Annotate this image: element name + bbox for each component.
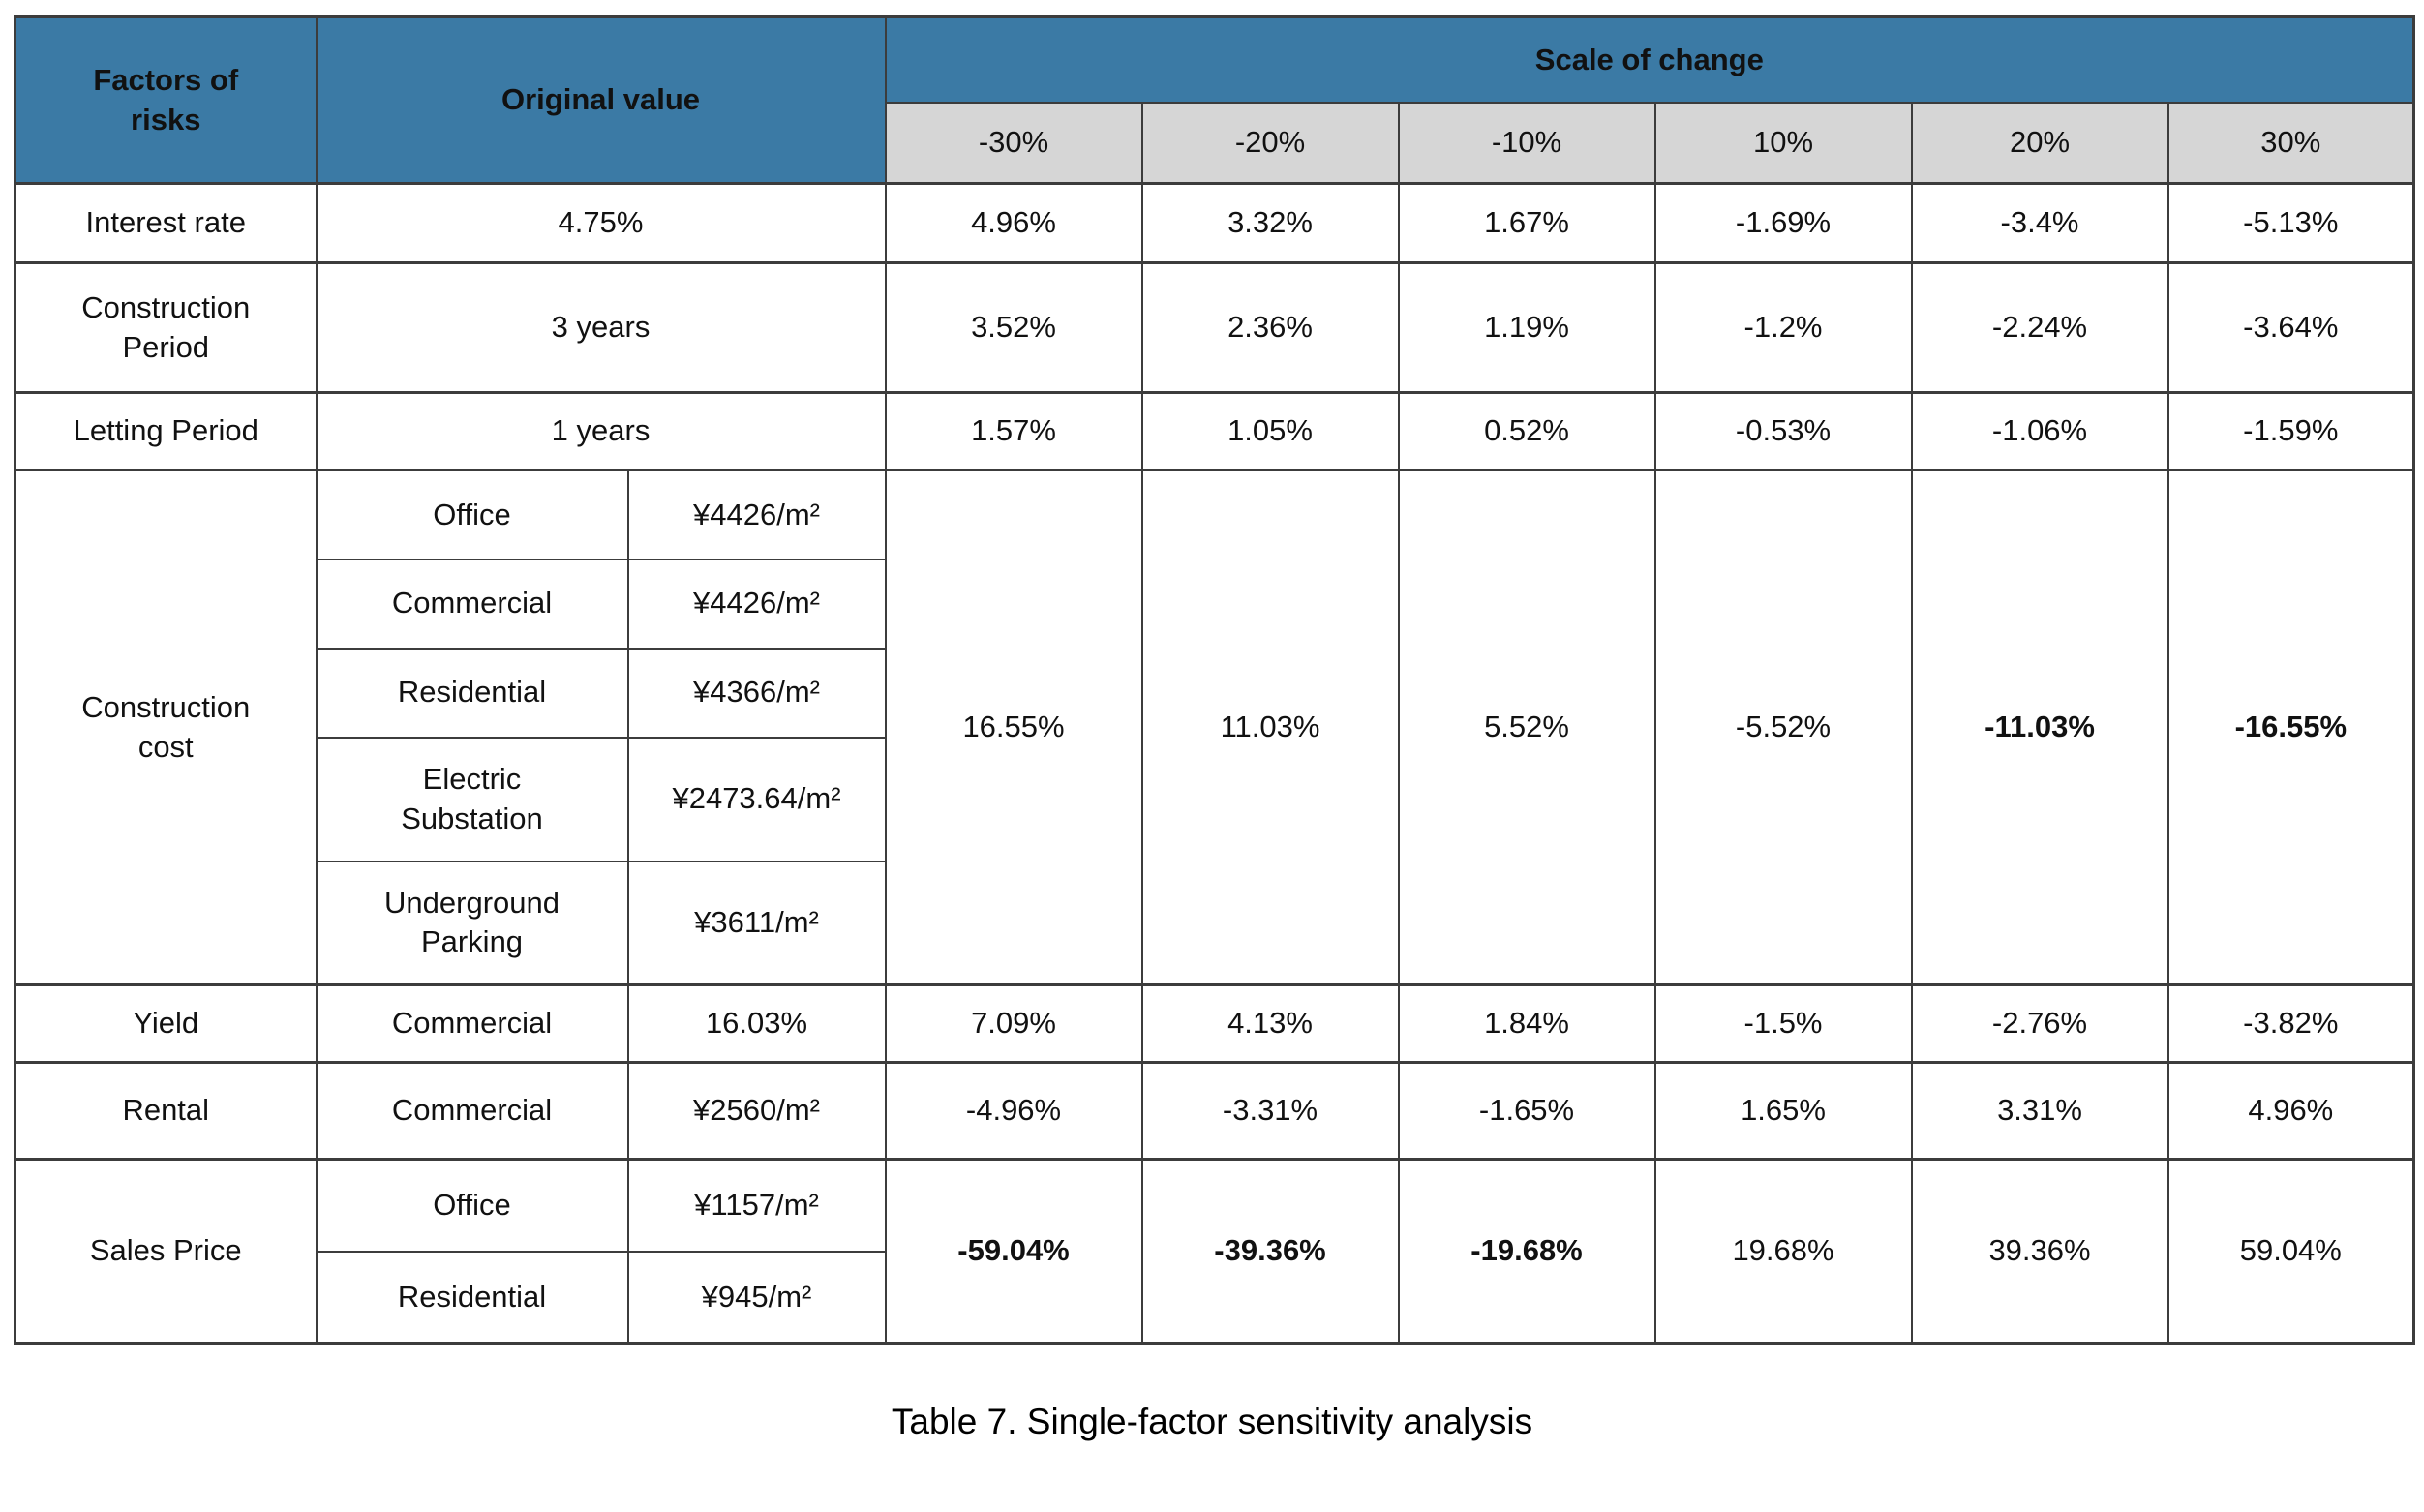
value-cell: 1.57% — [884, 391, 1143, 471]
row-yield: Yield Commercial 16.03% 7.09% 4.13% 1.84… — [14, 983, 2415, 1064]
value-cell: -0.53% — [1653, 391, 1913, 471]
header-scale-minus-20: -20% — [1140, 101, 1400, 185]
original-value-cell: ¥2473.64/m² — [626, 736, 887, 862]
header-scale-plus-10: 10% — [1653, 101, 1913, 185]
value-cell: -1.2% — [1653, 261, 1913, 394]
value-cell: 4.13% — [1140, 983, 1400, 1064]
value-cell: -4.96% — [884, 1061, 1143, 1161]
value-cell: 19.68% — [1653, 1158, 1913, 1345]
factor-cell: Sales Price — [14, 1158, 318, 1345]
factor-cell: Rental — [14, 1061, 318, 1161]
value-cell: -2.76% — [1910, 983, 2169, 1064]
factor-cell: Interest rate — [14, 182, 318, 264]
original-value-cell: 3 years — [315, 261, 887, 394]
factor-cell: Yield — [14, 983, 318, 1064]
category-cell: Office — [315, 1158, 629, 1253]
header-original-value: Original value — [315, 15, 887, 185]
original-value-cell: ¥1157/m² — [626, 1158, 887, 1253]
value-cell-negative: -16.55% — [2166, 469, 2415, 986]
factor-cell: Letting Period — [14, 391, 318, 471]
row-interest-rate: Interest rate 4.75% 4.96% 3.32% 1.67% -1… — [14, 182, 2415, 264]
value-cell: 1.67% — [1397, 182, 1656, 264]
row-construction-cost-commercial: Commercial ¥4426/m² — [15, 558, 2414, 650]
value-cell: 1.19% — [1397, 261, 1656, 394]
row-construction-cost-residential: Residential ¥4366/m² — [15, 647, 2414, 739]
value-cell: 5.52% — [1397, 469, 1656, 986]
category-cell: Residential — [315, 647, 629, 739]
value-cell: -2.24% — [1910, 261, 2169, 394]
category-cell: Office — [315, 469, 629, 560]
value-cell: -1.69% — [1653, 182, 1913, 264]
value-cell: 1.84% — [1397, 983, 1656, 1064]
header-row-2: -30% -20% -10% 10% 20% 30% — [15, 101, 2415, 185]
row-construction-cost-underground-parking: Underground Parking ¥3611/m² — [15, 860, 2414, 986]
row-construction-period: Construction Period 3 years 3.52% 2.36% … — [14, 261, 2415, 394]
category-cell: Commercial — [315, 1061, 629, 1161]
original-value-cell: 1 years — [315, 391, 887, 471]
row-sales-price-residential: Residential ¥945/m² — [15, 1250, 2414, 1345]
value-cell-negative: -11.03% — [1910, 469, 2169, 986]
value-cell: -5.52% — [1653, 469, 1913, 986]
value-cell: -1.65% — [1397, 1061, 1656, 1161]
sensitivity-analysis-table: Factors of risks Original value Scale of… — [14, 15, 2416, 1345]
header-scale-minus-10: -10% — [1397, 101, 1656, 185]
value-cell: -3.64% — [2166, 261, 2415, 394]
header-row-1: Factors of risks Original value Scale of… — [14, 15, 2415, 185]
value-cell: 2.36% — [1140, 261, 1400, 394]
header-scale-plus-20: 20% — [1910, 101, 2169, 185]
category-cell: Electric Substation — [315, 736, 629, 862]
value-cell: 59.04% — [2166, 1158, 2415, 1345]
factor-cell: Construction cost — [14, 469, 318, 986]
header-scale-minus-30: -30% — [884, 101, 1143, 185]
value-cell: 39.36% — [1910, 1158, 2169, 1345]
original-value-cell: ¥4426/m² — [626, 558, 887, 650]
header-scale-plus-30: 30% — [2166, 101, 2415, 185]
value-cell: 3.31% — [1910, 1061, 2169, 1161]
value-cell: -5.13% — [2166, 182, 2415, 264]
original-value-cell: ¥3611/m² — [626, 860, 887, 986]
value-cell: 1.05% — [1140, 391, 1400, 471]
factor-cell: Construction Period — [14, 261, 318, 394]
original-value-cell: ¥945/m² — [626, 1250, 887, 1345]
row-construction-cost-office: Construction cost Office ¥4426/m² 16.55%… — [14, 469, 2415, 986]
value-cell-negative: -59.04% — [884, 1158, 1143, 1345]
original-value-cell: ¥4366/m² — [626, 647, 887, 739]
value-cell: -3.4% — [1910, 182, 2169, 264]
original-value-cell: 4.75% — [315, 182, 887, 264]
value-cell: 4.96% — [2166, 1061, 2415, 1161]
value-cell: -3.82% — [2166, 983, 2415, 1064]
category-cell: Commercial — [315, 983, 629, 1064]
value-cell: 0.52% — [1397, 391, 1656, 471]
value-cell-negative: -19.68% — [1397, 1158, 1656, 1345]
value-cell: 4.96% — [884, 182, 1143, 264]
value-cell: 7.09% — [884, 983, 1143, 1064]
value-cell: 1.65% — [1653, 1061, 1913, 1161]
row-rental: Rental Commercial ¥2560/m² -4.96% -3.31%… — [14, 1061, 2415, 1161]
header-factors-of-risks: Factors of risks — [14, 15, 318, 185]
category-cell: Commercial — [315, 558, 629, 650]
value-cell: -1.5% — [1653, 983, 1913, 1064]
value-cell: -3.31% — [1140, 1061, 1400, 1161]
value-cell-negative: -39.36% — [1140, 1158, 1400, 1345]
row-sales-price-office: Sales Price Office ¥1157/m² -59.04% -39.… — [14, 1158, 2415, 1345]
original-value-cell: ¥2560/m² — [626, 1061, 887, 1161]
original-value-cell: ¥4426/m² — [626, 469, 887, 560]
table-caption: Table 7. Single-factor sensitivity analy… — [891, 1402, 1533, 1441]
value-cell: -1.06% — [1910, 391, 2169, 471]
value-cell: 3.52% — [884, 261, 1143, 394]
value-cell: -1.59% — [2166, 391, 2415, 471]
row-construction-cost-electric-substation: Electric Substation ¥2473.64/m² — [15, 736, 2414, 862]
header-scale-of-change: Scale of change — [884, 15, 2415, 104]
category-cell: Residential — [315, 1250, 629, 1345]
value-cell: 3.32% — [1140, 182, 1400, 264]
row-letting-period: Letting Period 1 years 1.57% 1.05% 0.52%… — [14, 391, 2415, 471]
value-cell: 11.03% — [1140, 469, 1400, 986]
value-cell: 16.55% — [884, 469, 1143, 986]
category-cell: Underground Parking — [315, 860, 629, 986]
original-value-cell: 16.03% — [626, 983, 887, 1064]
